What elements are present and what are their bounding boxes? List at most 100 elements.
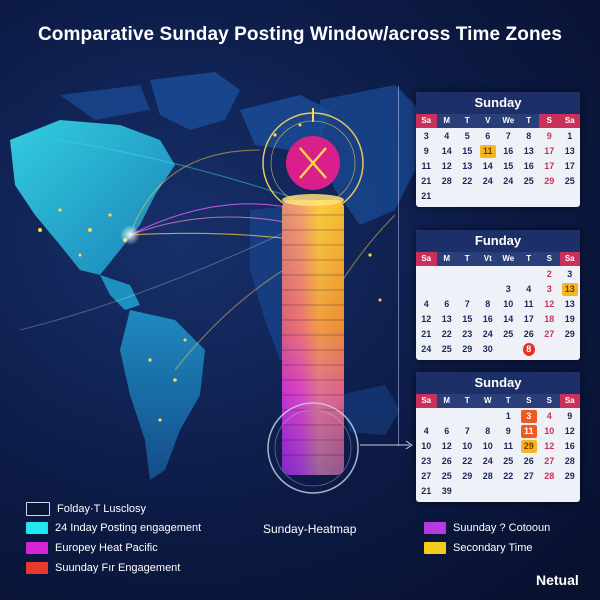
calendar-day: 4 bbox=[444, 131, 450, 141]
calendar-day: 13 bbox=[523, 146, 534, 156]
calendar-day: 12 bbox=[544, 299, 555, 309]
weekday: We bbox=[502, 116, 515, 125]
calendar-day bbox=[478, 484, 499, 499]
calendar-day: 11 bbox=[503, 441, 513, 451]
calendar-title: Sunday bbox=[416, 372, 580, 394]
calendar-day: 22 bbox=[503, 471, 514, 481]
legend-swatch bbox=[424, 542, 446, 554]
calendar-day: 12 bbox=[441, 441, 452, 451]
calendar-grid: 2 3 3 4 3 13 4 6 7 8 10 11 12 13 12 13 15 16 14 17 18 19 21 22 2… bbox=[416, 266, 580, 360]
calendar-day: 10 bbox=[544, 426, 555, 436]
weekday: Sa bbox=[559, 114, 580, 128]
calendar-day bbox=[498, 189, 519, 204]
arctic-shape bbox=[60, 85, 150, 120]
calendar-day bbox=[457, 282, 478, 297]
calendar-day: 9 bbox=[567, 411, 573, 421]
calendar-day: 4 bbox=[423, 299, 429, 309]
weekday: Sa bbox=[416, 114, 437, 128]
brand-logo: Netual bbox=[536, 572, 579, 588]
australia-shape bbox=[340, 385, 400, 435]
weekday: S bbox=[546, 396, 552, 405]
clock-dial bbox=[262, 108, 364, 214]
weekday: M bbox=[443, 116, 451, 125]
calendar-day: 11 bbox=[479, 145, 496, 158]
calendar-day: 10 bbox=[421, 441, 432, 451]
calendar-day: 21 bbox=[421, 329, 432, 339]
calendar-day bbox=[478, 409, 499, 424]
calendar-day: 17 bbox=[523, 314, 534, 324]
calendar-day: 12 bbox=[564, 426, 575, 436]
calendar-day: 15 bbox=[462, 146, 473, 156]
calendar-day: 29 bbox=[564, 471, 575, 481]
calendar-weekdays: Sa M T V We T S Sa bbox=[416, 114, 580, 128]
calendar-day: 30 bbox=[482, 344, 493, 354]
calendar-day: 14 bbox=[503, 314, 514, 324]
calendar-day: 14 bbox=[482, 161, 493, 171]
calendar-day: 21 bbox=[421, 191, 432, 201]
legend-item-4: Suunday Fır Engagement bbox=[26, 562, 180, 574]
calendar-2: Funday Sa M T Vt We T S Sa 2 3 3 4 3 13 4 6 7 8 10… bbox=[416, 230, 580, 360]
calendar-day: 19 bbox=[564, 314, 575, 324]
calendar-day: 23 bbox=[462, 329, 473, 339]
calendar-day: 28 bbox=[441, 176, 452, 186]
calendar-day: 13 bbox=[561, 283, 578, 296]
calendar-day: 4 bbox=[546, 411, 552, 421]
heatmap-label: Sunday-Heatmap bbox=[263, 522, 357, 536]
calendar-day: 21 bbox=[421, 486, 432, 496]
weekday: Sa bbox=[416, 394, 437, 408]
calendar-weekdays: Sa M T W T S S Sa bbox=[416, 394, 580, 408]
calendar-day bbox=[539, 484, 560, 499]
legend-swatch bbox=[26, 502, 50, 516]
calendar-day: 6 bbox=[444, 299, 450, 309]
calendar-day: 29 bbox=[544, 176, 555, 186]
calendar-day: 16 bbox=[564, 441, 575, 451]
legend-item-2: 24 Inday Posting engagement bbox=[26, 522, 201, 534]
calendar-day: 8 bbox=[522, 343, 535, 356]
calendar-day: 8 bbox=[485, 426, 491, 436]
legend-item-right-1: Suunday ? Cotooun bbox=[424, 522, 550, 534]
calendar-day: 7 bbox=[505, 131, 511, 141]
calendar-day: 27 bbox=[523, 471, 534, 481]
calendar-day: 29 bbox=[520, 440, 537, 453]
calendar-day: 4 bbox=[526, 284, 532, 294]
calendar-day: 21 bbox=[421, 176, 432, 186]
calendar-day: 13 bbox=[441, 314, 452, 324]
central-america-shape bbox=[100, 275, 140, 310]
calendar-day: 29 bbox=[564, 329, 575, 339]
calendar-day: 24 bbox=[482, 456, 493, 466]
calendar-day: 17 bbox=[544, 161, 555, 171]
weekday: S bbox=[526, 396, 532, 405]
calendar-day: 17 bbox=[544, 146, 555, 156]
weekday: Sa bbox=[559, 252, 580, 266]
calendar-title: Sunday bbox=[416, 92, 580, 114]
calendar-day: 28 bbox=[564, 456, 575, 466]
calendar-day: 16 bbox=[523, 161, 534, 171]
calendar-day: 11 bbox=[520, 425, 537, 438]
weekday: T bbox=[464, 116, 470, 125]
legend-swatch bbox=[26, 522, 48, 534]
calendar-3: Sunday Sa M T W T S S Sa 1 3 4 9 4 6 7 8 9 11 10 12… bbox=[416, 372, 580, 502]
weekday: M bbox=[443, 254, 451, 263]
weekday: T bbox=[464, 254, 470, 263]
calendar-day bbox=[539, 189, 560, 204]
calendar-day: 7 bbox=[464, 426, 470, 436]
calendar-day: 3 bbox=[546, 284, 552, 294]
calendar-day: 9 bbox=[546, 131, 552, 141]
calendar-day: 17 bbox=[564, 161, 575, 171]
legend-swatch bbox=[26, 562, 48, 574]
heatmap-column bbox=[267, 194, 413, 494]
calendar-day: 3 bbox=[567, 269, 573, 279]
calendar-day: 9 bbox=[423, 146, 429, 156]
calendar-day: 3 bbox=[520, 410, 537, 423]
calendar-day: 25 bbox=[441, 344, 452, 354]
weekday: T bbox=[526, 116, 532, 125]
calendar-day bbox=[437, 409, 458, 424]
calendar-day: 12 bbox=[421, 314, 432, 324]
calendar-1: Sunday Sa M T V We T S Sa 3 4 5 6 7 8 9 1 9 14 15 1… bbox=[416, 92, 580, 207]
calendar-day: 26 bbox=[441, 456, 452, 466]
calendar-day bbox=[539, 342, 560, 357]
calendar-weekdays: Sa M T Vt We T S Sa bbox=[416, 252, 580, 266]
calendar-day: 24 bbox=[482, 176, 493, 186]
south-america-shape bbox=[120, 310, 205, 480]
legend-label: 24 Inday Posting engagement bbox=[55, 522, 202, 534]
